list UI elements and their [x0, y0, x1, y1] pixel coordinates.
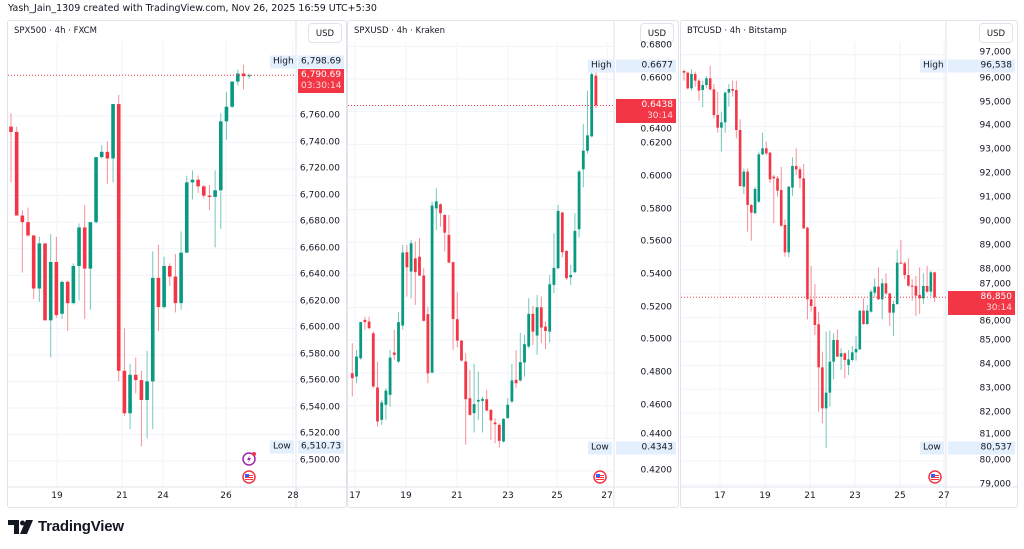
x-tick-label: 21 — [451, 491, 463, 501]
x-tick-label: 19 — [51, 491, 63, 501]
x-tick-label: 26 — [220, 491, 232, 501]
y-tick-label: 0.6200 — [640, 138, 673, 149]
tradingview-logo[interactable]: TradingView — [8, 518, 124, 535]
x-tick-label: 17 — [349, 491, 361, 501]
x-tick-label: 25 — [551, 491, 563, 501]
high-label: High — [920, 59, 947, 73]
low-value: 6,510.73 — [298, 440, 344, 454]
x-tick-label: 17 — [714, 491, 726, 501]
y-tick-label: 6,560.00 — [299, 375, 340, 386]
y-tick-label: 91,000 — [979, 192, 1012, 203]
low-label: Low — [588, 441, 612, 455]
y-tick-label: 6,700.00 — [299, 190, 340, 201]
symbol-title[interactable]: SPX500 · 4h · FXCM — [14, 26, 97, 36]
low-value: 80,537 — [948, 441, 1015, 455]
y-tick-label: 6,740.00 — [299, 137, 340, 148]
y-tick-label: 83,000 — [979, 383, 1012, 394]
bar-countdown: 30:14 — [986, 303, 1012, 314]
y-tick-label: 0.6400 — [640, 124, 673, 135]
y-tick-label: 80,000 — [979, 455, 1012, 466]
y-tick-label: 0.4400 — [640, 429, 673, 440]
y-tick-label: 0.4600 — [640, 400, 673, 411]
y-tick-label: 79,000 — [979, 479, 1012, 490]
last-price-value: 6,790.69 — [301, 70, 342, 81]
y-tick-label: 88,000 — [979, 264, 1012, 275]
high-label: High — [270, 55, 297, 69]
low-label: Low — [270, 440, 294, 454]
y-tick-label: 86,000 — [979, 316, 1012, 327]
last-price-badge: 86,850 30:14 — [948, 291, 1015, 316]
x-tick-label: 19 — [400, 491, 412, 501]
y-tick-label: 93,000 — [979, 144, 1012, 155]
y-tick-label: 6,600.00 — [299, 322, 340, 333]
y-tick-label: 0.5400 — [640, 269, 673, 280]
y-tick-label: 0.5600 — [640, 236, 673, 247]
y-tick-label: 6,680.00 — [299, 216, 340, 227]
y-tick-label: 85,000 — [979, 335, 1012, 346]
x-tick-label: 27 — [601, 491, 613, 501]
tradingview-logo-icon — [8, 519, 33, 534]
y-tick-label: 6,660.00 — [299, 243, 340, 254]
attribution-text: Yash_Jain_1309 created with TradingView.… — [8, 3, 377, 14]
x-tick-label: 23 — [849, 491, 861, 501]
y-tick-label: 0.5000 — [640, 334, 673, 345]
y-tick-label: 94,000 — [979, 120, 1012, 131]
symbol-title[interactable]: SPXUSD · 4h · Kraken — [354, 26, 446, 36]
y-tick-label: 84,000 — [979, 359, 1012, 370]
last-price-badge: 6,790.69 03:30:14 — [298, 69, 344, 94]
y-tick-label: 95,000 — [979, 97, 1012, 108]
y-tick-label: 0.6600 — [640, 73, 673, 84]
y-tick-label: 0.5800 — [640, 204, 673, 215]
y-tick-label: 0.6800 — [640, 40, 673, 51]
x-tick-label: 28 — [287, 491, 299, 501]
y-tick-label: 6,520.00 — [299, 428, 340, 439]
y-tick-label: 92,000 — [979, 168, 1012, 179]
y-tick-label: 97,000 — [979, 47, 1012, 58]
y-tick-label: 0.4200 — [640, 465, 673, 476]
y-tick-label: 0.5200 — [640, 302, 673, 313]
y-tick-label: 96,000 — [979, 73, 1012, 84]
chart-panel-spxusd[interactable]: SPXUSD · 4h · Kraken USD — [347, 20, 679, 508]
y-tick-label: 89,000 — [979, 240, 1012, 251]
y-tick-label: 0.6000 — [640, 171, 673, 182]
y-tick-label: 6,720.00 — [299, 163, 340, 174]
logo-text: TradingView — [38, 518, 124, 535]
y-tick-label: 81,000 — [979, 429, 1012, 440]
x-tick-label: 24 — [157, 491, 169, 501]
y-tick-label: 6,620.00 — [299, 296, 340, 307]
currency-button[interactable]: USD — [640, 23, 674, 43]
low-value: 0.4343 — [616, 441, 676, 455]
symbol-title[interactable]: BTCUSD · 4h · Bitstamp — [687, 26, 787, 36]
last-price-badge: 0.6438 30:14 — [616, 99, 676, 124]
x-tick-label: 21 — [804, 491, 816, 501]
high-value: 0.6677 — [616, 59, 676, 73]
chart-panel-spx500[interactable]: SPX500 · 4h · FXCM USD — [7, 20, 347, 508]
x-tick-label: 19 — [759, 491, 771, 501]
last-price-value: 0.6438 — [641, 100, 674, 111]
chart-panel-btcusd[interactable]: BTCUSD · 4h · Bitstamp USD — [680, 20, 1018, 508]
currency-button[interactable]: USD — [979, 23, 1013, 43]
y-tick-label: 6,540.00 — [299, 402, 340, 413]
bar-countdown: 03:30:14 — [301, 81, 342, 92]
y-tick-label: 90,000 — [979, 216, 1012, 227]
currency-button[interactable]: USD — [308, 23, 342, 43]
x-tick-label: 25 — [894, 491, 906, 501]
y-tick-label: 87,000 — [979, 279, 1012, 290]
y-tick-label: 6,500.00 — [299, 455, 340, 466]
high-value: 6,798.69 — [298, 55, 344, 69]
high-value: 96,538 — [948, 59, 1015, 73]
y-tick-label: 82,000 — [979, 407, 1012, 418]
y-tick-label: 6,580.00 — [299, 349, 340, 360]
last-price-value: 86,850 — [980, 292, 1013, 303]
x-tick-label: 27 — [938, 491, 950, 501]
high-label: High — [588, 59, 615, 73]
x-tick-label: 23 — [502, 491, 514, 501]
x-tick-label: 21 — [116, 491, 128, 501]
bar-countdown: 30:14 — [647, 111, 673, 122]
y-tick-label: 0.4800 — [640, 367, 673, 378]
y-tick-label: 6,760.00 — [299, 110, 340, 121]
low-label: Low — [920, 441, 944, 455]
y-tick-label: 6,640.00 — [299, 269, 340, 280]
